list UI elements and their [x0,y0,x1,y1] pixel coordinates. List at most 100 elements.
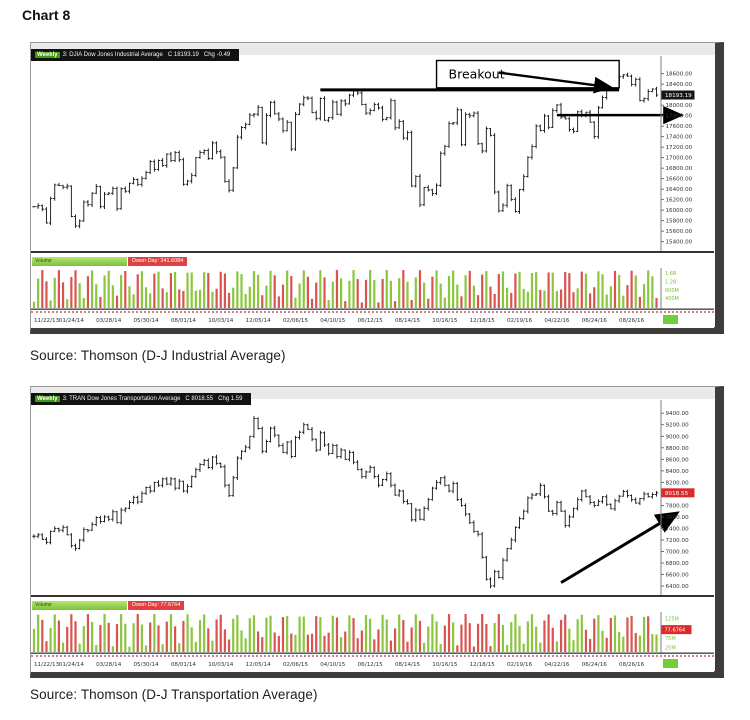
svg-text:16000.00: 16000.00 [666,208,693,214]
svg-text:1.2B: 1.2B [665,279,677,285]
svg-text:10/03/14: 10/03/14 [208,662,234,668]
chart-block: Weekly 3: TRAN Dow Jones Transportation … [30,386,724,678]
price-svg: Breakout 18600.00 18400.00 18000.00 17800.00… [31,56,714,253]
volume-svg: 125M 75M 25M 77.6764 [31,612,714,654]
date-axis-svg: 11/22/13 01/24/14 03/28/14 05/30/14 08/01/14… [34,315,678,324]
svg-text:6800.00: 6800.00 [666,561,690,567]
svg-text:08/14/15: 08/14/15 [395,662,421,668]
svg-text:800M: 800M [665,288,679,294]
svg-text:11/22/13: 11/22/13 [34,662,60,668]
price-svg: 9400.00 9200.00 9000.00 8800.00 8600.00 8400.… [31,400,714,597]
svg-text:16800.00: 16800.00 [666,166,693,172]
svg-text:10/16/15: 10/16/15 [432,318,458,324]
volume-svg: 1.6B 1.2B 800M 400M [31,268,714,310]
svg-text:11/22/13: 11/22/13 [34,318,60,324]
svg-text:8018.55: 8018.55 [665,491,689,497]
svg-text:12/05/14: 12/05/14 [246,318,272,324]
period-badge: Weekly [35,52,60,58]
svg-text:25M: 25M [665,646,676,652]
svg-text:75M: 75M [665,636,676,642]
svg-text:04/22/16: 04/22/16 [544,318,570,324]
chart-titlebar: Weekly 3: DJIA Dow Jones Industrial Aver… [31,43,715,61]
svg-text:12/05/14: 12/05/14 [246,662,272,668]
svg-text:08/01/14: 08/01/14 [171,318,197,324]
svg-text:400M: 400M [665,296,679,302]
instrument-label: Weekly 3: TRAN Dow Jones Transportation … [31,393,252,405]
volume-header: Volume Down Day: 77.6764 [32,600,185,611]
close-value: C 18193.19 [167,52,199,58]
svg-text:08/14/15: 08/14/15 [395,318,421,324]
svg-text:15800.00: 15800.00 [666,219,693,225]
svg-text:12/18/15: 12/18/15 [470,318,496,324]
svg-text:05/30/14: 05/30/14 [133,318,159,324]
svg-text:17400.00: 17400.00 [666,135,693,141]
svg-text:18400.00: 18400.00 [666,82,693,88]
svg-text:7600.00: 7600.00 [666,515,690,521]
svg-text:8600.00: 8600.00 [666,457,690,463]
svg-text:08/01/14: 08/01/14 [171,662,197,668]
instrument-name: 3: DJIA Dow Jones Industrial Average [62,52,163,58]
close-value: C 8018.55 [185,396,214,402]
source-caption: Source: Thomson (D-J Industrial Average) [30,348,286,363]
date-axis: 11/22/13 01/24/14 03/28/14 05/30/14 08/01/14… [31,311,714,328]
svg-text:03/28/14: 03/28/14 [96,318,122,324]
volume-header: Volume Down Day: 341.6084 [32,256,188,267]
svg-text:02/06/15: 02/06/15 [283,318,309,324]
svg-text:15400.00: 15400.00 [666,240,693,246]
svg-text:9400.00: 9400.00 [666,411,690,417]
svg-text:02/06/15: 02/06/15 [283,662,309,668]
chart-block: Weekly 3: DJIA Dow Jones Industrial Aver… [30,42,724,334]
down-day-badge: Down Day: 341.6084 [128,257,188,266]
svg-text:Breakout: Breakout [449,67,505,82]
svg-text:7000.00: 7000.00 [666,550,690,556]
source-caption: Source: Thomson (D-J Transportation Aver… [30,687,318,702]
svg-text:6400.00: 6400.00 [666,584,690,590]
svg-text:77.6764: 77.6764 [665,628,686,634]
svg-text:06/12/15: 06/12/15 [358,662,384,668]
svg-text:01/24/14: 01/24/14 [59,662,85,668]
period-badge: Weekly [35,396,60,402]
svg-text:16200.00: 16200.00 [666,198,693,204]
volume-badge: Volume [32,257,127,266]
svg-text:10/16/15: 10/16/15 [432,662,458,668]
svg-text:06/24/16: 06/24/16 [582,318,608,324]
svg-text:18193.19: 18193.19 [665,93,692,99]
svg-text:06/24/16: 06/24/16 [582,662,608,668]
down-day-badge: Down Day: 77.6764 [128,601,185,610]
svg-text:8200.00: 8200.00 [666,480,690,486]
svg-text:16400.00: 16400.00 [666,187,693,193]
svg-text:08/26/16: 08/26/16 [619,662,645,668]
svg-text:10/03/14: 10/03/14 [208,318,234,324]
svg-text:03/28/14: 03/28/14 [96,662,122,668]
date-axis-svg: 11/22/13 01/24/14 03/28/14 05/30/14 08/01/14… [34,659,678,668]
svg-text:125M: 125M [665,616,679,622]
svg-text:7400.00: 7400.00 [666,526,690,532]
svg-text:08/26/16: 08/26/16 [619,318,645,324]
svg-text:04/10/15: 04/10/15 [320,318,346,324]
svg-text:9000.00: 9000.00 [666,434,690,440]
svg-text:04/22/16: 04/22/16 [544,662,570,668]
svg-text:02/19/16: 02/19/16 [507,318,533,324]
svg-text:16600.00: 16600.00 [666,177,693,183]
svg-text:05/30/14: 05/30/14 [133,662,159,668]
svg-text:04/10/15: 04/10/15 [320,662,346,668]
date-axis: 11/22/13 01/24/14 03/28/14 05/30/14 08/01/14… [31,655,714,672]
instrument-name: 3: TRAN Dow Jones Transportation Average [62,396,181,402]
svg-text:7200.00: 7200.00 [666,538,690,544]
svg-text:17800.00: 17800.00 [666,114,693,120]
svg-text:8400.00: 8400.00 [666,469,690,475]
svg-text:02/19/16: 02/19/16 [507,662,533,668]
page-title: Chart 8 [22,7,71,23]
svg-text:06/12/15: 06/12/15 [358,318,384,324]
svg-text:12/18/15: 12/18/15 [470,662,496,668]
svg-text:1.6B: 1.6B [665,271,677,277]
svg-text:15600.00: 15600.00 [666,229,693,235]
instrument-label: Weekly 3: DJIA Dow Jones Industrial Aver… [31,49,240,61]
change-value: Chg 1.59 [218,396,243,402]
svg-text:17000.00: 17000.00 [666,156,693,162]
svg-text:17200.00: 17200.00 [666,145,693,151]
svg-text:7800.00: 7800.00 [666,503,690,509]
change-value: Chg -0.49 [203,52,231,58]
chart-titlebar: Weekly 3: TRAN Dow Jones Transportation … [31,387,715,405]
